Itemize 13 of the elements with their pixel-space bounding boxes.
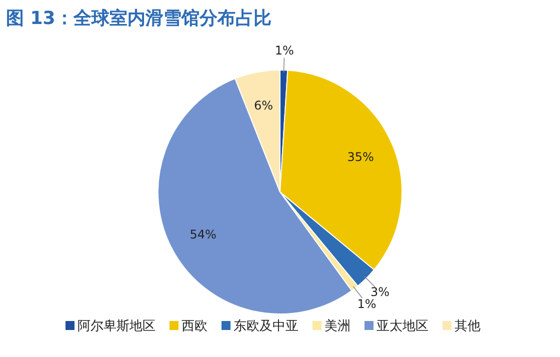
data-label: 35% <box>347 150 374 164</box>
data-label: 6% <box>254 98 274 113</box>
data-label: 1% <box>357 296 376 311</box>
legend-label: 其他 <box>454 319 480 334</box>
data-label: 54% <box>190 227 216 242</box>
legend-label: 西欧 <box>182 319 208 334</box>
chart-title: 图 13：全球室内滑雪馆分布占比 <box>6 8 272 29</box>
legend-label: 东欧及中亚 <box>234 319 298 334</box>
legend-label: 亚太地区 <box>376 319 428 334</box>
legend-label: 美洲 <box>324 318 350 334</box>
data-label: 3% <box>370 285 390 300</box>
legend-label: 阿尔卑斯地区 <box>78 319 156 334</box>
data-label: 1% <box>274 44 294 58</box>
